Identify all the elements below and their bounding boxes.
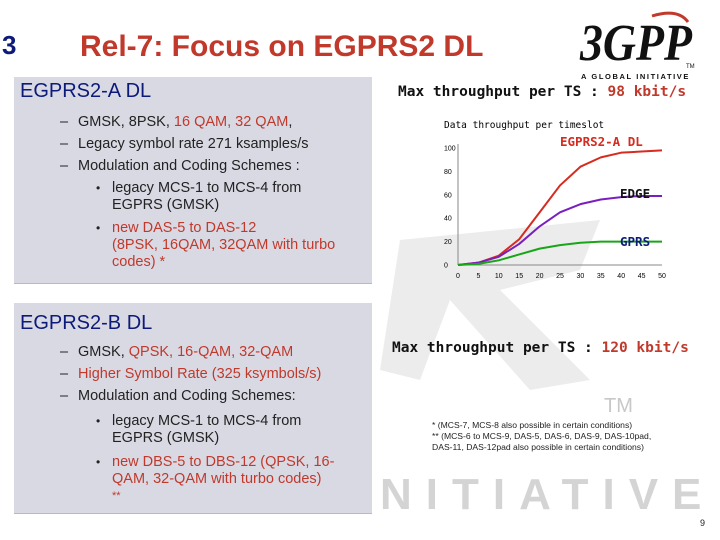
series-line-2 — [457, 240, 662, 266]
egprs2-b-heading: EGPRS2-B DL — [20, 312, 153, 334]
series-label-egprs2a: EGPRS2-A DL — [560, 134, 643, 149]
y-tick-label: 60 — [444, 192, 452, 199]
x-tick-label: 40 — [617, 273, 625, 280]
list-item: – Modulation and Coding Schemes : — [60, 158, 300, 174]
x-tick-label: 45 — [638, 273, 646, 280]
throughput-chart: Data throughput per timeslot 0 20 40 60 80 10… — [444, 120, 666, 280]
x-tick-label: 50 — [658, 273, 666, 280]
list-item: – Legacy symbol rate 271 ksamples/s — [60, 136, 309, 152]
3gpp-logo: 3GPP TM — [579, 11, 695, 72]
slide-number: 3 — [2, 30, 17, 60]
max-throughput-a: Max throughput per TS : 98 kbit/s — [398, 84, 687, 100]
y-tick-label: 0 — [444, 263, 448, 270]
x-tick-label: 30 — [577, 273, 585, 280]
egprs2-a-panel — [14, 77, 372, 284]
logo-tagline: A GLOBAL INITIATIVE — [581, 72, 691, 81]
x-tick-label: 15 — [515, 273, 523, 280]
page-number: 9 — [700, 518, 706, 528]
footnote: * (MCS-7, MCS-8 also possible in certain… — [432, 420, 652, 452]
watermark-text: NITIATIVE — [380, 470, 716, 519]
series-label-edge: EDGE — [620, 186, 650, 201]
series-line-1 — [457, 194, 662, 266]
logo-mark: 3GPP — [579, 15, 693, 72]
x-tick-label: 25 — [556, 273, 564, 280]
list-item: – Higher Symbol Rate (325 ksymbols/s) — [60, 366, 322, 382]
x-tick-label: 0 — [456, 273, 460, 280]
list-item: • legacy MCS-1 to MCS-4 from EGPRS (GMSK… — [96, 413, 302, 446]
series-label-gprs: GPRS — [620, 234, 650, 249]
max-throughput-b: Max throughput per TS : 120 kbit/s — [392, 340, 689, 356]
list-item: – GMSK, QPSK, 16-QAM, 32-QAM — [60, 344, 294, 360]
list-item: • new DBS-5 to DBS-12 (QPSK, 16- QAM, 32… — [96, 454, 335, 502]
x-tick-label: 10 — [495, 273, 503, 280]
slide-title: Rel-7: Focus on EGPRS2 DL — [80, 30, 484, 63]
y-tick-label: 80 — [444, 169, 452, 176]
x-tick-label: 5 — [476, 273, 480, 280]
list-item: – GMSK, 8PSK, 16 QAM, 32 QAM, — [60, 114, 293, 130]
egprs2-b-panel — [14, 303, 372, 514]
series-lines — [457, 149, 663, 266]
y-tick-label: 100 — [444, 146, 456, 153]
y-tick-label: 40 — [444, 216, 452, 223]
list-item: – Modulation and Coding Schemes: — [60, 388, 296, 404]
svg-text:TM: TM — [686, 64, 695, 70]
y-axis: 0 20 40 60 80 100 — [444, 144, 459, 270]
watermark-logo-shape — [380, 220, 600, 390]
x-axis: 0 5 10 15 20 25 30 35 40 45 50 — [456, 264, 666, 280]
watermark-tm: TM — [604, 395, 633, 417]
x-tick-label: 20 — [536, 273, 544, 280]
egprs2-a-heading: EGPRS2-A DL — [20, 80, 152, 102]
chart-title: Data throughput per timeslot — [444, 120, 604, 131]
list-item: • legacy MCS-1 to MCS-4 from EGPRS (GMSK… — [96, 180, 302, 213]
x-tick-label: 35 — [597, 273, 605, 280]
list-item: • new DAS-5 to DAS-12 (8PSK, 16QAM, 32QA… — [96, 220, 336, 270]
y-tick-label: 20 — [444, 239, 452, 246]
